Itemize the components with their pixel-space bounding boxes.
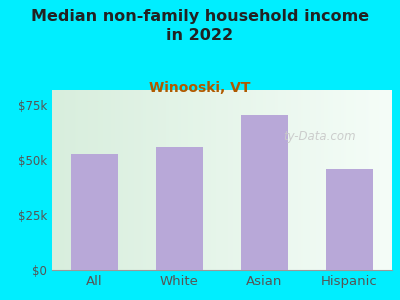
Bar xyxy=(156,147,203,270)
Text: Median non-family household income
in 2022: Median non-family household income in 20… xyxy=(31,9,369,43)
Bar xyxy=(241,115,288,270)
Bar xyxy=(71,154,118,270)
Text: Winooski, VT: Winooski, VT xyxy=(149,81,251,95)
Text: ty-Data.com: ty-Data.com xyxy=(283,130,356,143)
Bar xyxy=(326,169,373,270)
